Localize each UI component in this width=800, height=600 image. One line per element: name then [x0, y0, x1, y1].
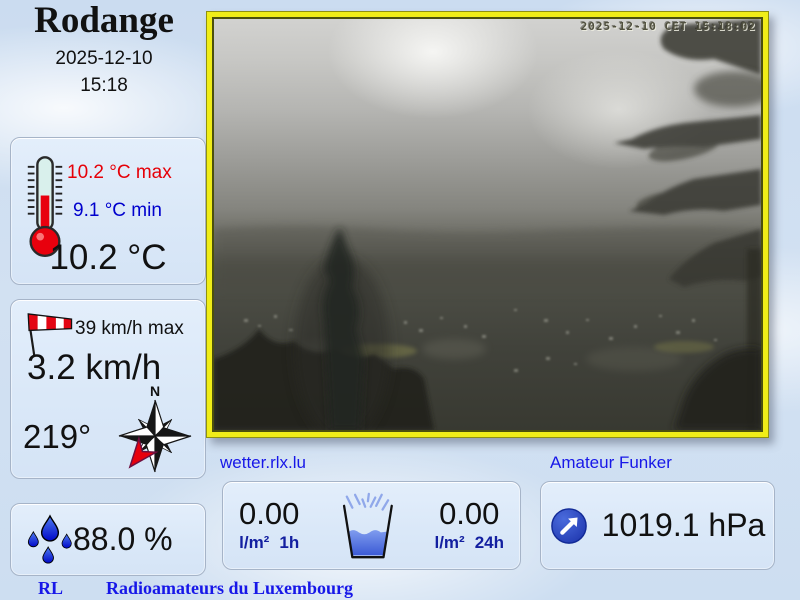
- svg-text:N: N: [150, 384, 160, 399]
- station-header: Rodange 2025-12-10 15:18: [0, 0, 208, 97]
- wind-speed: 3.2 km/h: [27, 348, 162, 387]
- rain-1h-value: 0.00: [239, 496, 300, 532]
- wind-direction: 219°: [23, 418, 92, 455]
- wind-max: 39 km/h max: [75, 318, 184, 339]
- rain-1h-period: 1h: [279, 532, 300, 552]
- rain-1h-block: 0.00 l/m² 1h: [239, 498, 299, 553]
- rl-link[interactable]: RL: [38, 578, 64, 598]
- station-title: Rodange: [34, 0, 174, 41]
- amateur-funker-link[interactable]: Amateur Funker: [550, 453, 672, 472]
- rain-24h-label: l/m² 24h: [434, 533, 504, 553]
- temperature-min: 9.1 °C min: [73, 200, 162, 221]
- windsock-icon: [27, 313, 73, 356]
- webcam-landscape: [214, 19, 761, 430]
- webcam-timestamp: 2025-12-10 CET 15:18:02: [580, 20, 756, 33]
- temperature-current: 10.2 °C: [49, 238, 167, 277]
- weather-site-link[interactable]: wetter.rlx.lu: [220, 453, 306, 472]
- pressure-value: 1019.1 hPa: [601, 507, 766, 543]
- rain-1h-label: l/m² 1h: [239, 533, 299, 553]
- rain-1h-unit: l/m²: [239, 532, 270, 552]
- humidity-value: 88.0 %: [73, 521, 173, 557]
- humidity-panel: 88.0 %: [10, 503, 206, 576]
- rain-24h-period: 24h: [474, 532, 504, 552]
- compass-rose-icon: N: [118, 384, 192, 473]
- pressure-panel: 1019.1 hPa: [540, 481, 775, 570]
- rain-panel: 0.00 l/m² 1h 0.00 l/m² 24h: [222, 481, 521, 570]
- pressure-trend-up-icon: [550, 507, 587, 544]
- radioamateurs-link[interactable]: Radioamateurs du Luxembourg: [106, 578, 354, 598]
- rain-24h-unit: l/m²: [434, 532, 465, 552]
- temperature-panel: 10.2 °C max 9.1 °C min 10.2 °C: [10, 137, 206, 285]
- rain-gauge-icon: [342, 492, 393, 558]
- wind-panel: 39 km/h max 3.2 km/h 219° N: [10, 299, 206, 479]
- thermometer-icon: [27, 156, 63, 257]
- temperature-max: 10.2 °C max: [67, 162, 172, 183]
- station-date: 2025-12-10: [55, 47, 153, 69]
- water-drops-icon: [27, 515, 72, 564]
- webcam-image: 2025-12-10 CET 15:18:02: [212, 17, 763, 432]
- rain-24h-value: 0.00: [439, 496, 500, 532]
- webcam-frame: 2025-12-10 CET 15:18:02: [206, 11, 769, 438]
- rain-24h-block: 0.00 l/m² 24h: [434, 498, 504, 553]
- station-time: 15:18: [80, 74, 128, 96]
